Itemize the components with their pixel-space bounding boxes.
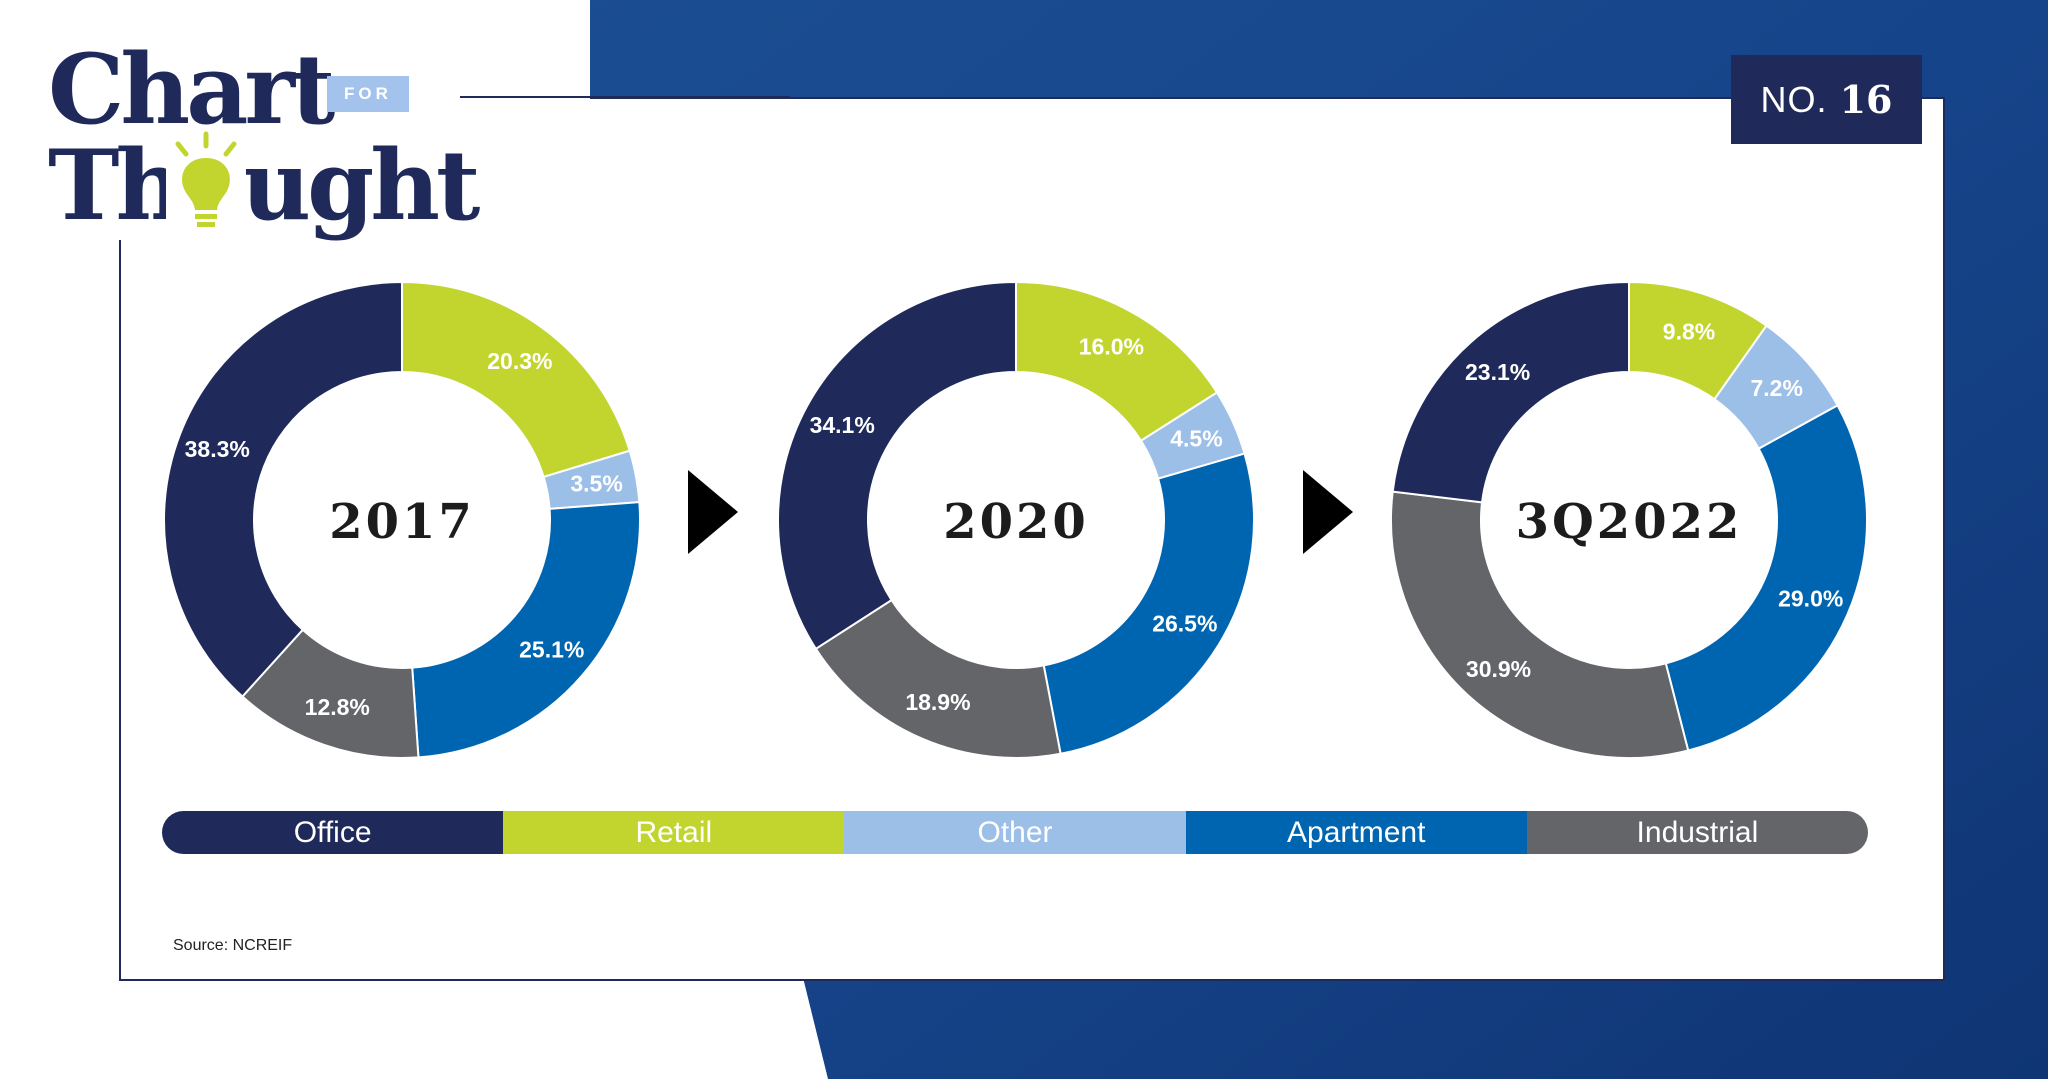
slice-value-label: 3.5%	[570, 471, 622, 497]
donut-center-label: 3Q2022	[1516, 494, 1743, 550]
legend-item-office: Office	[162, 811, 504, 854]
donut-slice-office	[777, 280, 1017, 651]
slice-value-label: 7.2%	[1750, 375, 1802, 401]
legend-bar: Office Retail Other Apartment Industrial	[162, 811, 1868, 854]
donut-chart-2020: 16.0% 4.5% 26.5% 18.9% 34.1% 2020	[777, 280, 1255, 759]
arrows	[688, 470, 1353, 554]
slice-value-label: 26.5%	[1152, 610, 1217, 636]
slice-value-label: 34.1%	[810, 412, 875, 438]
play-triangle-icon	[1303, 470, 1353, 554]
legend-item-retail: Retail	[503, 811, 845, 854]
slice-value-label: 18.9%	[905, 689, 970, 715]
badge-number: 16	[1839, 77, 1893, 122]
donut-slice-apartment	[1664, 403, 1868, 752]
slice-value-label: 16.0%	[1079, 333, 1144, 359]
slice-value-label: 38.3%	[185, 436, 250, 462]
legend-item-industrial: Industrial	[1526, 811, 1868, 854]
slice-value-label: 9.8%	[1663, 318, 1715, 344]
donut-chart-3q2022: 9.8% 7.2% 29.0% 30.9% 23.1% 3Q2022	[1390, 280, 1868, 759]
slice-value-label: 23.1%	[1465, 359, 1530, 385]
donut-center-label: 2020	[943, 494, 1089, 550]
logo-backdrop	[0, 0, 590, 240]
legend-item-apartment: Apartment	[1185, 811, 1527, 854]
logo-thought-text: Thought	[48, 129, 480, 242]
lightbulb-icon	[166, 131, 246, 228]
issue-number-badge: NO. 16	[1731, 55, 1922, 144]
slice-value-label: 4.5%	[1170, 426, 1222, 452]
logo-for-badge: FOR	[327, 76, 409, 112]
badge-prefix: NO.	[1760, 78, 1828, 120]
source-note: Source: NCREIF	[173, 937, 293, 954]
donut-chart-2017: 20.3% 3.5% 25.1% 12.8% 38.3% 2017	[163, 280, 641, 759]
donut-slice-retail	[401, 280, 631, 479]
logo-chart-text: Chart	[48, 33, 335, 146]
slice-value-label: 29.0%	[1778, 586, 1843, 612]
donut-slice-industrial	[1390, 490, 1690, 759]
donut-slice-office	[163, 280, 403, 698]
slice-value-label: 25.1%	[519, 637, 584, 663]
donut-slice-apartment	[411, 500, 641, 759]
slice-value-label: 30.9%	[1466, 656, 1531, 682]
donut-center-label: 2017	[329, 494, 475, 550]
legend-item-other: Other	[844, 811, 1186, 854]
play-triangle-icon	[688, 470, 738, 554]
slice-value-label: 12.8%	[305, 694, 370, 720]
logo-divider-line	[460, 96, 790, 98]
donut-slice-office	[1391, 280, 1630, 504]
slice-value-label: 20.3%	[487, 348, 552, 374]
donut-slice-apartment	[1042, 452, 1255, 755]
